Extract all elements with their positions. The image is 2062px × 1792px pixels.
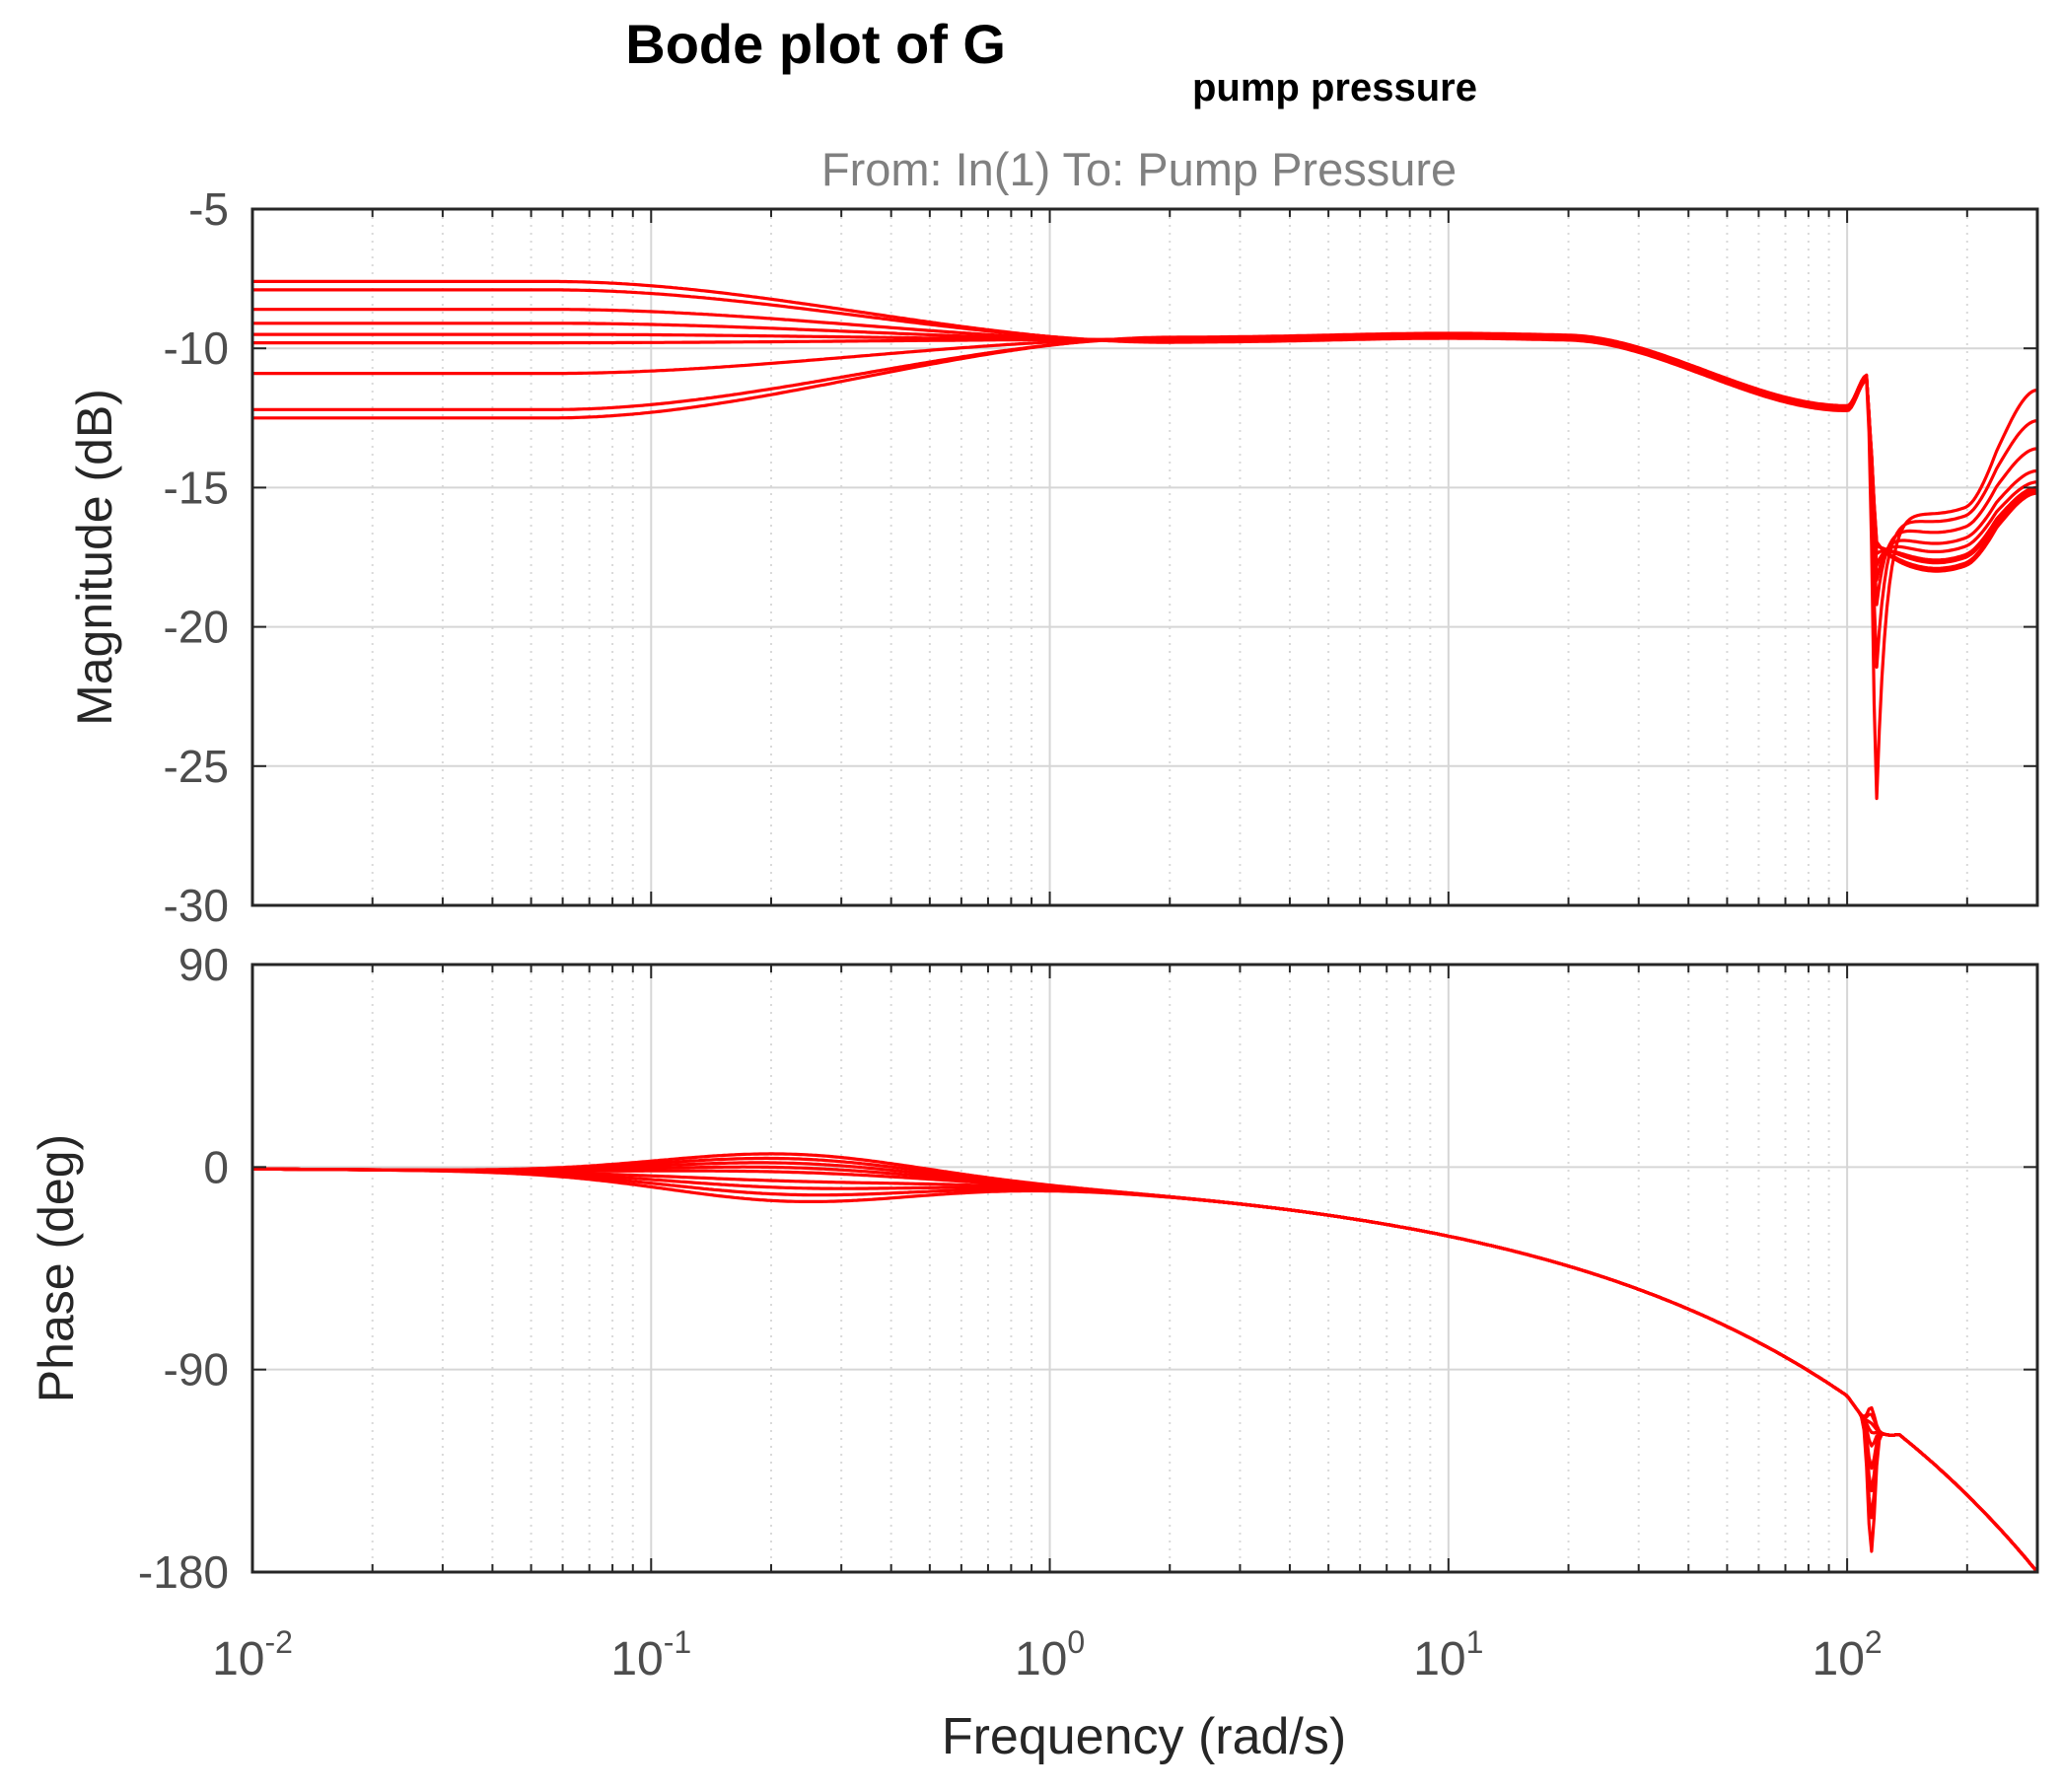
magnitude-ticks: [251, 208, 2038, 906]
x-tick-base: 10: [610, 1633, 663, 1685]
y-tick-label: -20: [164, 602, 229, 653]
phase-series-9: [252, 1167, 2039, 1574]
y-tick-label: -90: [164, 1344, 229, 1396]
x-tick-exponent: -1: [664, 1624, 691, 1660]
magnitude-ytick-labels: -5 -10 -15 -20 -25 -30: [164, 183, 229, 931]
magnitude-plot-area: [252, 209, 2037, 905]
x-tick-exponent: 2: [1865, 1624, 1883, 1660]
phase-ticks: [251, 964, 2038, 1573]
x-tick-exponent: -2: [264, 1624, 292, 1660]
y-tick-label: -10: [164, 323, 229, 374]
x-tick-base: 10: [212, 1633, 264, 1685]
y-tick-label: -30: [164, 880, 229, 931]
y-tick-label: -25: [164, 741, 229, 792]
phase-plot-area: [252, 965, 2037, 1572]
x-tick-label: 101: [1413, 1624, 1483, 1685]
chart-title: Bode plot of G: [625, 13, 1006, 75]
magnitude-series-9: [252, 331, 2038, 573]
magnitude-axes-box: [250, 207, 2039, 907]
y-tick-label: -15: [164, 462, 229, 513]
x-tick-base: 10: [1813, 1633, 1865, 1685]
phase-ytick-labels: 90 0 -90 -180: [138, 939, 229, 1598]
x-tick-label: 10-2: [212, 1624, 293, 1685]
x-tick-exponent: 1: [1466, 1624, 1484, 1660]
y-tick-label: 0: [203, 1141, 229, 1192]
y-tick-label: -5: [188, 183, 229, 235]
x-tick-base: 10: [1015, 1633, 1067, 1685]
x-tick-exponent: 0: [1067, 1624, 1085, 1660]
x-tick-label: 10-1: [610, 1624, 691, 1685]
chart-title-subscript: pump pressure: [1192, 66, 1477, 109]
y-tick-label: 90: [178, 939, 229, 990]
x-tick-label: 102: [1813, 1624, 1883, 1685]
y-tick-label: -180: [138, 1546, 229, 1598]
x-tick-base: 10: [1413, 1633, 1465, 1685]
magnitude-ylabel: Magnitude (dB): [67, 389, 122, 726]
phase-series-group: [252, 1152, 2039, 1574]
chart-subtitle: From: In(1) To: Pump Pressure: [821, 143, 1457, 195]
x-axis-label: Frequency (rad/s): [942, 1708, 1346, 1765]
phase-axes: 90 0 -90 -180 Phase (deg): [29, 939, 2039, 1598]
x-tick-labels: 10-2 10-1 100 101 102: [212, 1624, 1883, 1685]
phase-axes-box: [250, 963, 2039, 1574]
magnitude-axes: -5 -10 -15 -20 -25 -30 Magnitude (dB): [67, 183, 2039, 931]
magnitude-series-group: [252, 279, 2038, 801]
phase-ylabel: Phase (deg): [29, 1134, 84, 1402]
x-tick-label: 100: [1015, 1624, 1085, 1685]
